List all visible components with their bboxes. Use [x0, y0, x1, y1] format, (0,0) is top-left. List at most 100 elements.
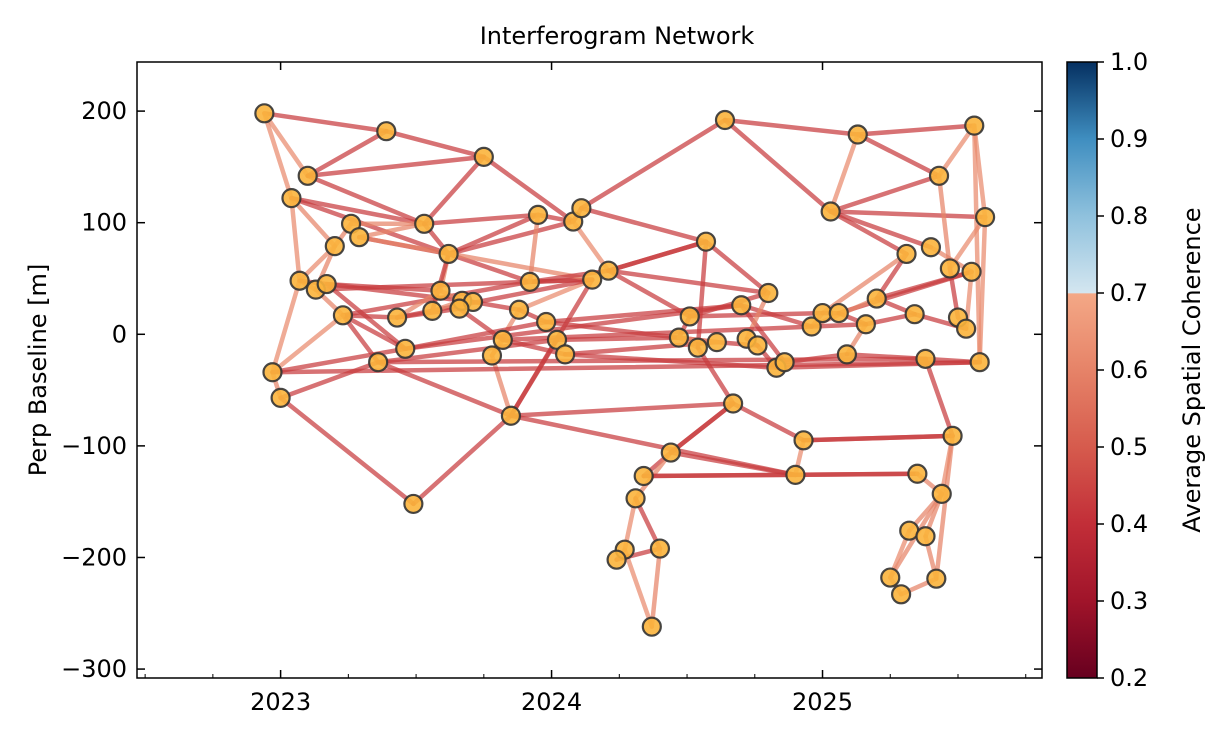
network-edge	[305, 154, 487, 179]
network-edge	[481, 154, 576, 224]
y-tick-label: 0	[112, 320, 127, 348]
network-edge	[579, 205, 709, 244]
network-edge	[421, 154, 487, 227]
network-edge	[579, 117, 728, 211]
network-edge	[738, 303, 787, 365]
acquisition-node	[324, 236, 345, 257]
network-edge	[446, 251, 533, 285]
colorbar-tick-label: 0.9	[1110, 125, 1148, 153]
acquisition-node	[395, 338, 416, 359]
chart-title: Interferogram Network	[480, 22, 755, 50]
network-edge	[855, 132, 942, 179]
network-edge	[972, 123, 982, 365]
network-edge	[402, 319, 549, 352]
acquisition-node	[820, 201, 841, 222]
acquisition-node	[438, 243, 459, 265]
network-edge	[446, 219, 576, 257]
network-edge	[324, 281, 408, 352]
network-edge	[270, 359, 982, 375]
network-edge	[606, 268, 771, 296]
acquisition-node	[793, 430, 814, 451]
acquisition-node	[270, 387, 291, 408]
network-edge	[722, 117, 860, 137]
acquisition-node	[500, 405, 522, 426]
acquisition-node	[956, 318, 977, 339]
colorbar-tick-label: 1.0	[1110, 48, 1148, 76]
acquisition-node	[527, 204, 549, 225]
network-edge	[278, 359, 381, 401]
acquisition-node	[974, 207, 996, 228]
acquisition-node	[961, 261, 982, 282]
colorbar-label: Average Spatial Coherence	[1178, 207, 1206, 532]
acquisition-node	[904, 304, 925, 325]
network-edge	[289, 195, 338, 249]
acquisition-node	[254, 103, 275, 124]
network-edge	[356, 221, 427, 240]
network-edge	[262, 111, 389, 134]
network-edge	[516, 277, 595, 312]
acquisition-node	[939, 258, 960, 279]
acquisition-node	[555, 344, 576, 365]
acquisition-node	[723, 393, 744, 414]
acquisition-node	[625, 488, 646, 509]
network-edge	[820, 251, 909, 316]
network-edge	[262, 111, 294, 201]
acquisition-node	[430, 280, 451, 301]
network-edge	[554, 335, 682, 343]
network-edge	[270, 278, 302, 375]
acquisition-node	[942, 425, 963, 446]
acquisition-node	[920, 237, 942, 258]
acquisition-node	[633, 465, 654, 487]
network-edge	[668, 450, 798, 478]
network-edge	[289, 195, 302, 283]
colorbar-tick-label: 0.7	[1110, 279, 1148, 307]
network-edge	[500, 337, 568, 357]
network-edge	[622, 547, 655, 629]
network-edge	[855, 123, 977, 137]
colorbar-tick-label: 0.8	[1110, 202, 1148, 230]
acquisition-node	[571, 198, 592, 219]
x-tick-label: 2023	[250, 688, 311, 716]
network-edge	[730, 401, 806, 443]
colorbar-tick-label: 0.5	[1110, 433, 1148, 461]
acquisition-node	[606, 549, 627, 570]
colorbar-tick-label: 0.6	[1110, 356, 1148, 384]
acquisition-node	[668, 327, 690, 348]
acquisition-node	[582, 269, 603, 290]
network-edge	[936, 123, 977, 179]
acquisition-node	[387, 307, 408, 328]
y-axis-label: Perp Baseline [m]	[24, 264, 52, 477]
acquisition-node	[928, 165, 950, 186]
y-axis: 200 100 0 −100 −200 −300	[61, 97, 1042, 683]
network-edge	[668, 401, 736, 455]
acquisition-node	[855, 314, 876, 335]
acquisition-node	[758, 282, 779, 304]
network-edge	[262, 111, 310, 179]
network-edge	[936, 173, 953, 271]
acquisition-node	[714, 109, 736, 131]
acquisition-node	[473, 146, 494, 167]
network-edge	[421, 212, 541, 227]
acquisition-node	[828, 302, 849, 324]
acquisition-node	[660, 442, 681, 463]
network-edge	[305, 173, 427, 227]
acquisition-node	[891, 584, 912, 605]
acquisition-node	[536, 311, 557, 333]
acquisition-node	[747, 335, 768, 356]
network-edge	[828, 209, 909, 257]
acquisition-node	[907, 463, 928, 484]
network-edge	[508, 401, 736, 419]
network-edge	[828, 132, 860, 214]
nodes-layer	[254, 103, 996, 637]
network-edge	[489, 353, 514, 419]
network-edge	[411, 413, 514, 507]
network-edge	[289, 195, 427, 227]
acquisition-node	[847, 124, 868, 145]
network-edge	[270, 346, 408, 375]
network-edge	[641, 472, 798, 479]
plot-frame	[136, 61, 1043, 679]
acquisition-node	[519, 271, 540, 292]
acquisition-node	[801, 316, 822, 337]
x-tick-label: 2024	[521, 688, 582, 716]
acquisition-node	[332, 305, 354, 326]
